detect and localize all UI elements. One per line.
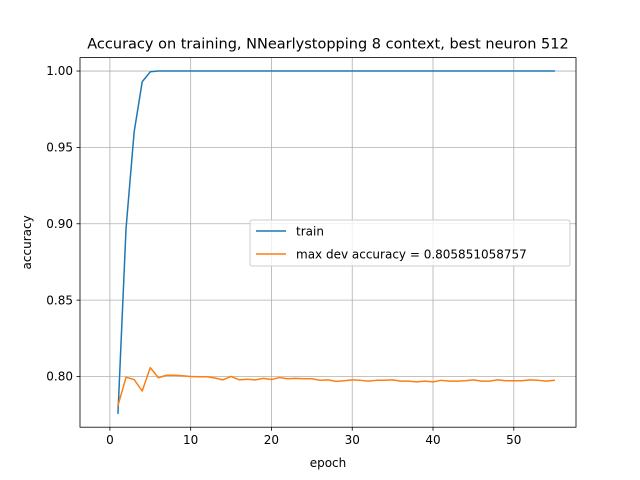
chart-title: Accuracy on training, NNearlystopping 8 … — [87, 37, 568, 53]
legend: train max dev accuracy = 0.805851058757 — [249, 219, 571, 267]
legend-label-train: train — [296, 225, 324, 239]
y-tick-label: 0.85 — [46, 293, 73, 307]
x-axis-label: epoch — [310, 456, 347, 470]
series-lines — [117, 70, 556, 414]
series-max-dev-accuracy-line — [117, 366, 556, 407]
y-tick-label: 1.00 — [46, 64, 73, 78]
series-train-line — [117, 70, 555, 414]
y-tick-label: 0.80 — [46, 370, 73, 384]
x-tick-label: 10 — [183, 433, 198, 447]
y-tick-label: 0.90 — [46, 217, 73, 231]
legend-box — [249, 219, 571, 267]
x-tick-label: 0 — [106, 433, 114, 447]
x-tick-label: 50 — [506, 433, 521, 447]
x-tick-label: 30 — [345, 433, 360, 447]
y-tick-label: 0.95 — [46, 141, 73, 155]
x-tick-label: 20 — [264, 433, 279, 447]
y-axis-label: accuracy — [20, 215, 34, 269]
x-tick-label: 40 — [425, 433, 440, 447]
legend-label-max-dev-accuracy: max dev accuracy = 0.805851058757 — [296, 248, 527, 262]
plot-area-frame — [79, 57, 577, 428]
axis-ticks: 0 10 20 30 40 50 0.80 0.85 0.90 0.95 1.00 — [46, 64, 521, 447]
